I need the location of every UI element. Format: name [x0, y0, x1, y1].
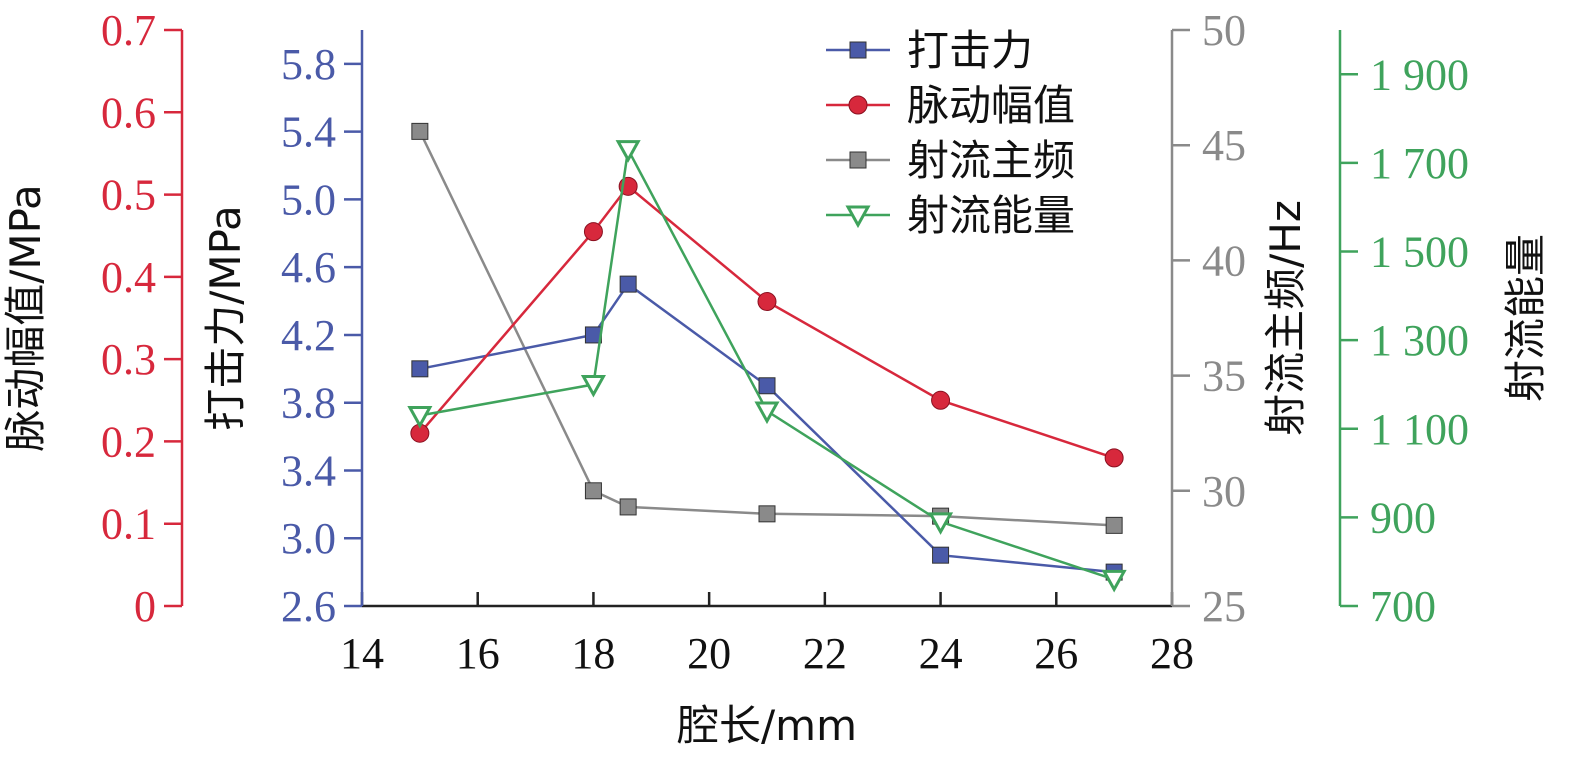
data-point: [1104, 448, 1124, 468]
data-point: [583, 222, 603, 242]
y-tick-label-energy: 1 900: [1370, 50, 1469, 99]
legend-label: 打击力: [907, 26, 1033, 75]
legend-marker: [849, 151, 867, 169]
data-point: [584, 482, 602, 500]
x-tick-label: 14: [340, 629, 384, 678]
y-axis-title-impact: 打击力/MPa: [201, 205, 250, 431]
y-axis-title-energy: 射流能量: [1501, 234, 1550, 402]
legend-label: 射流主频: [907, 136, 1075, 185]
y-tick-label-impact: 4.2: [281, 311, 336, 360]
y-tick-label-impact: 5.8: [281, 40, 336, 89]
legend-label: 射流能量: [907, 191, 1075, 240]
data-point: [928, 512, 954, 535]
y-tick-label-pulse: 0.1: [101, 500, 156, 549]
data-point: [580, 374, 606, 398]
y-tick-label-energy: 1 300: [1370, 316, 1469, 365]
y-tick-label-pulse: 0.7: [101, 6, 156, 55]
y-tick-label-pulse: 0: [134, 582, 156, 631]
data-point: [931, 390, 951, 410]
data-point: [615, 140, 641, 163]
y-axis-title-freq: 射流主频/Hz: [1261, 200, 1310, 436]
y-tick-label-impact: 5.0: [281, 175, 336, 224]
data-point: [411, 122, 429, 140]
data-point: [411, 360, 429, 378]
y-tick-label-pulse: 0.3: [101, 335, 156, 384]
y-tick-label-impact: 3.0: [281, 514, 336, 563]
data-point: [757, 292, 777, 312]
y-tick-label-energy: 1 100: [1370, 405, 1469, 454]
y-tick-label-freq: 35: [1202, 352, 1246, 401]
y-tick-label-freq: 25: [1202, 582, 1246, 631]
x-tick-label: 18: [571, 629, 615, 678]
x-tick-label: 16: [456, 629, 500, 678]
series-line-2: [418, 130, 1115, 527]
data-point: [1105, 516, 1123, 534]
data-point: [619, 498, 637, 516]
legend-label: 脉动幅值: [907, 81, 1075, 130]
y-tick-label-energy: 1 500: [1370, 228, 1469, 277]
y-tick-label-impact: 2.6: [281, 582, 336, 631]
y-tick-label-freq: 50: [1202, 6, 1246, 55]
y-tick-label-energy: 700: [1370, 582, 1436, 631]
y-tick-label-impact: 3.4: [281, 446, 336, 495]
y-tick-label-freq: 40: [1202, 236, 1246, 285]
series-line-1: [418, 184, 1115, 460]
y-tick-label-pulse: 0.4: [101, 253, 156, 302]
data-point: [619, 275, 637, 293]
legend-marker: [849, 41, 867, 59]
y-tick-label-pulse: 0.2: [101, 417, 156, 466]
series-layer: [407, 122, 1127, 593]
data-point: [1101, 569, 1127, 593]
y-tick-label-energy: 1 700: [1370, 139, 1469, 188]
y-tick-label-impact: 4.6: [281, 243, 336, 292]
x-tick-label: 20: [687, 629, 731, 678]
series-line-0: [419, 282, 1115, 574]
x-tick-label: 26: [1034, 629, 1078, 678]
series-line-3: [419, 145, 1115, 581]
x-axis-title: 腔长/mm: [677, 701, 857, 750]
x-tick-label: 24: [919, 629, 963, 678]
y-tick-label-impact: 5.4: [281, 108, 336, 157]
data-point: [407, 405, 433, 429]
data-point: [758, 505, 776, 523]
axes-layer: 14 16 18 20 22 24 26 28 腔长/mm 0 0.1 0.2 0.3 0.4 0.5 0.6…: [1, 6, 1550, 750]
y-tick-label-impact: 3.8: [281, 379, 336, 428]
y-axis-title-pulse: 脉动幅值/MPa: [1, 184, 50, 452]
legend-marker: [845, 205, 871, 229]
y-tick-label-pulse: 0.6: [101, 88, 156, 137]
y-tick-label-energy: 900: [1370, 493, 1436, 542]
data-point: [754, 401, 780, 425]
x-tick-label: 22: [803, 629, 847, 678]
data-point: [932, 546, 950, 564]
legend-marker: [848, 95, 868, 115]
y-tick-label-freq: 30: [1202, 467, 1246, 516]
y-tick-label-pulse: 0.5: [101, 171, 156, 220]
x-tick-label: 28: [1150, 629, 1194, 678]
data-point: [758, 377, 776, 395]
y-tick-label-freq: 45: [1202, 121, 1246, 170]
